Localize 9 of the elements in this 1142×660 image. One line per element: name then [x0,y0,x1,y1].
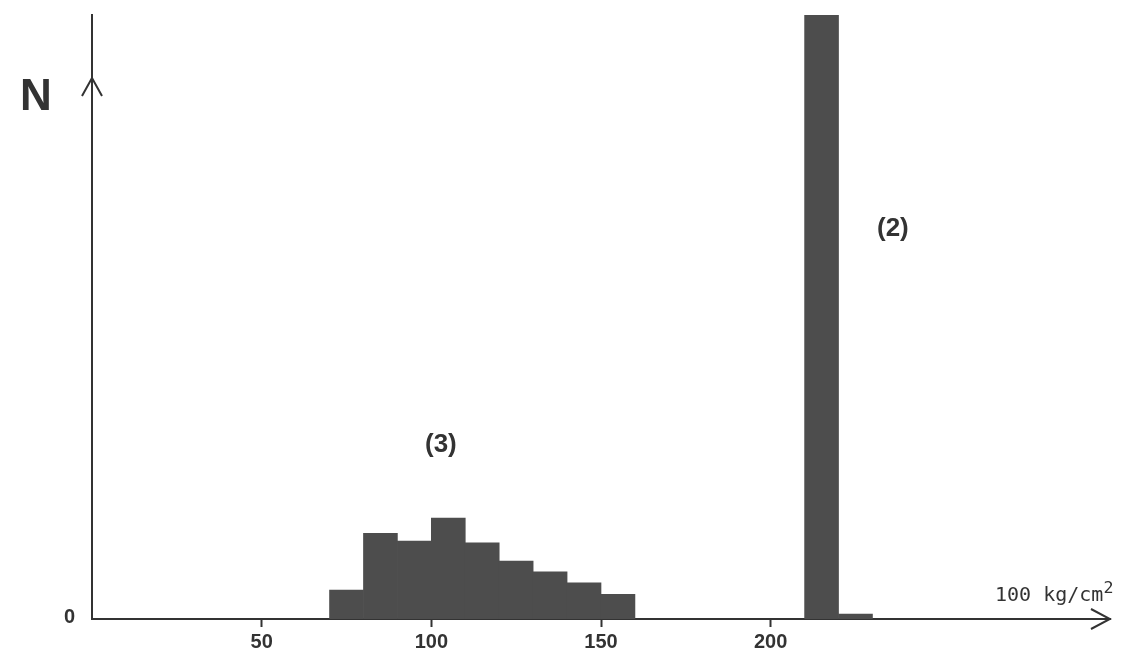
x-tick-label: 200 [753,629,788,652]
annotation: (2) [877,212,909,243]
annotation: (3) [425,428,457,459]
x-tick-label: 100 [414,629,449,652]
x-tick-label: 150 [584,629,618,652]
x-tick-label: 50 [250,629,273,652]
x-axis-title: 100 kg/cm$^{2}$ [995,578,1114,606]
text: 0 [64,605,76,628]
y-axis-title: N [20,70,52,120]
